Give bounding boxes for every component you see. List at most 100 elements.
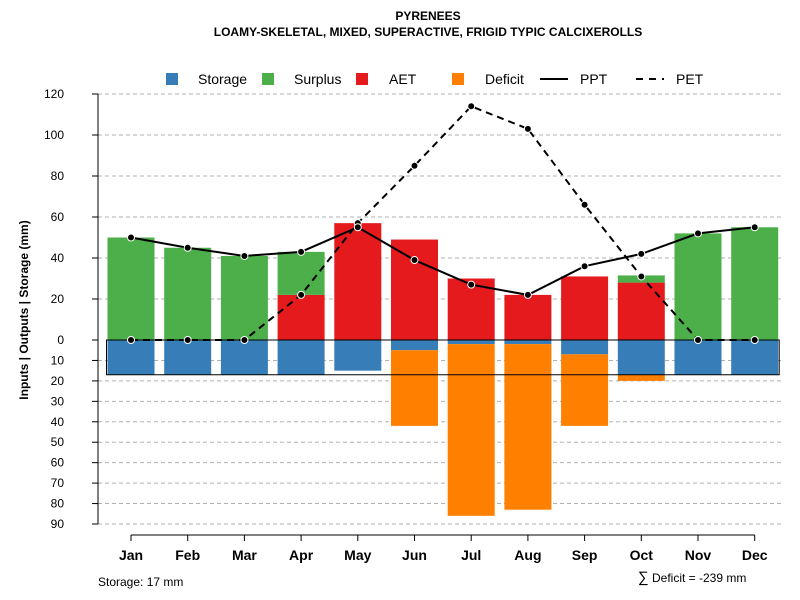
y-tick-label-top-120: 120 — [44, 87, 64, 101]
y-tick-label-bottom-50: 50 — [51, 435, 65, 449]
deficit-bar-sep — [561, 354, 609, 426]
y-tick-label-bottom-70: 70 — [51, 476, 65, 490]
ppt-point-jan — [127, 233, 135, 242]
y-axis-label: Inputs | Outputs | Storage (mm) — [17, 220, 31, 399]
deficit-bar-aug — [504, 344, 552, 510]
pet-point-nov — [694, 336, 702, 344]
storage-bar-jun — [391, 340, 438, 351]
ppt-point-oct — [637, 249, 646, 258]
aet-bar-aug — [504, 294, 552, 340]
x-tick-label-jun: Jun — [402, 547, 427, 563]
storage-bar-feb — [164, 340, 212, 375]
x-tick-label-jul: Jul — [461, 547, 481, 563]
x-tick-label-sep: Sep — [572, 547, 598, 563]
x-tick-label-may: May — [344, 547, 371, 563]
pet-point-apr — [297, 290, 306, 299]
deficit-sum-symbol: ∑ — [638, 569, 649, 586]
ppt-point-nov — [694, 229, 702, 238]
y-tick-label-top-0: 0 — [57, 333, 64, 347]
pet-point-jan — [127, 336, 135, 344]
y-tick-label-top-80: 80 — [51, 169, 65, 183]
gridlines — [98, 93, 784, 525]
legend-swatch-storage — [166, 73, 178, 85]
y-tick-label-bottom-30: 30 — [51, 394, 65, 408]
y-tick-label-bottom-10: 10 — [51, 353, 65, 367]
surplus-bar-apr — [277, 251, 325, 295]
x-tick-label-aug: Aug — [514, 547, 541, 563]
legend-label-deficit: Deficit — [485, 71, 524, 87]
pet-line — [131, 105, 755, 341]
x-tick-label-mar: Mar — [232, 547, 257, 563]
y-tick-label-bottom-90: 90 — [51, 517, 65, 531]
ppt-point-jul — [467, 280, 476, 289]
surplus-bar-nov — [674, 233, 722, 340]
x-tick-label-nov: Nov — [685, 547, 712, 563]
aet-bar-may — [334, 223, 382, 340]
storage-bar-jan — [107, 340, 155, 375]
ppt-point-mar — [240, 251, 249, 260]
surplus-bar-mar — [220, 255, 268, 340]
y-tick-label-top-100: 100 — [44, 128, 64, 142]
pet-point-oct — [637, 272, 646, 281]
storage-bar-apr — [277, 340, 325, 375]
storage-note: Storage: 17 mm — [98, 575, 183, 589]
ppt-point-jun — [410, 256, 419, 265]
chart-title-group: PYRENEES LOAMY-SKELETAL, MIXED, SUPERACT… — [214, 9, 642, 39]
x-tick-label-oct: Oct — [630, 547, 654, 563]
legend-label-aet: AET — [389, 71, 417, 87]
y-tick-label-top-20: 20 — [51, 292, 65, 306]
x-tick-label-jan: Jan — [119, 547, 143, 563]
deficit-bar-jul — [447, 344, 495, 516]
aet-bar-oct — [617, 282, 665, 340]
storage-bar-nov — [674, 340, 722, 375]
storage-bar-dec — [731, 340, 779, 375]
y-tick-label-bottom-40: 40 — [51, 415, 65, 429]
aet-bar-apr — [277, 294, 325, 340]
pet-point-jul — [467, 102, 476, 111]
ppt-point-feb — [183, 243, 192, 252]
storage-bar-may — [334, 340, 382, 371]
legend-swatch-deficit — [452, 73, 464, 85]
storage-capacity-box — [106, 339, 780, 376]
axes: 0 20 40 60 80 100 120 10 20 30 40 50 60 70 80 90 Jan Feb M… — [44, 87, 768, 563]
pet-point-mar — [240, 336, 249, 344]
line-series — [127, 102, 759, 344]
x-tick-label-apr: Apr — [289, 547, 314, 563]
ppt-point-sep — [580, 262, 589, 271]
x-tick-label-feb: Feb — [175, 547, 200, 563]
legend-label-storage: Storage — [198, 71, 247, 87]
bar-series — [107, 223, 779, 516]
chart-subtitle: LOAMY-SKELETAL, MIXED, SUPERACTIVE, FRIG… — [214, 25, 642, 39]
aet-bar-jul — [447, 278, 495, 340]
deficit-note: Deficit = -239 mm — [652, 571, 746, 585]
y-tick-label-bottom-20: 20 — [51, 374, 65, 388]
x-tick-label-dec: Dec — [742, 547, 768, 563]
aet-bar-jun — [391, 239, 438, 340]
ppt-point-may — [353, 223, 362, 232]
pet-point-dec — [750, 336, 759, 344]
deficit-bar-jun — [391, 350, 438, 426]
surplus-bar-jan — [107, 237, 155, 340]
ppt-point-aug — [523, 290, 532, 299]
ppt-line — [130, 226, 755, 296]
surplus-bar-dec — [731, 227, 779, 340]
aet-bar-sep — [561, 276, 609, 340]
storage-bar-oct — [617, 340, 665, 375]
chart-legend: Storage Surplus AET Deficit PPT PET — [166, 71, 704, 87]
storage-bar-mar — [220, 340, 268, 375]
y-tick-label-bottom-60: 60 — [51, 456, 65, 470]
ppt-point-apr — [297, 247, 306, 256]
storage-bar-aug — [504, 340, 552, 345]
y-tick-label-top-40: 40 — [51, 251, 65, 265]
y-tick-label-top-60: 60 — [51, 210, 65, 224]
legend-label-ppt: PPT — [580, 71, 608, 87]
legend-swatch-aet — [356, 73, 368, 85]
pet-point-feb — [183, 336, 192, 344]
storage-bar-sep — [561, 340, 609, 355]
pet-point-aug — [523, 124, 532, 133]
legend-swatch-surplus — [262, 73, 274, 85]
storage-bar-jul — [447, 340, 495, 345]
legend-label-pet: PET — [676, 71, 704, 87]
storage-capacity-outline — [106, 339, 780, 376]
